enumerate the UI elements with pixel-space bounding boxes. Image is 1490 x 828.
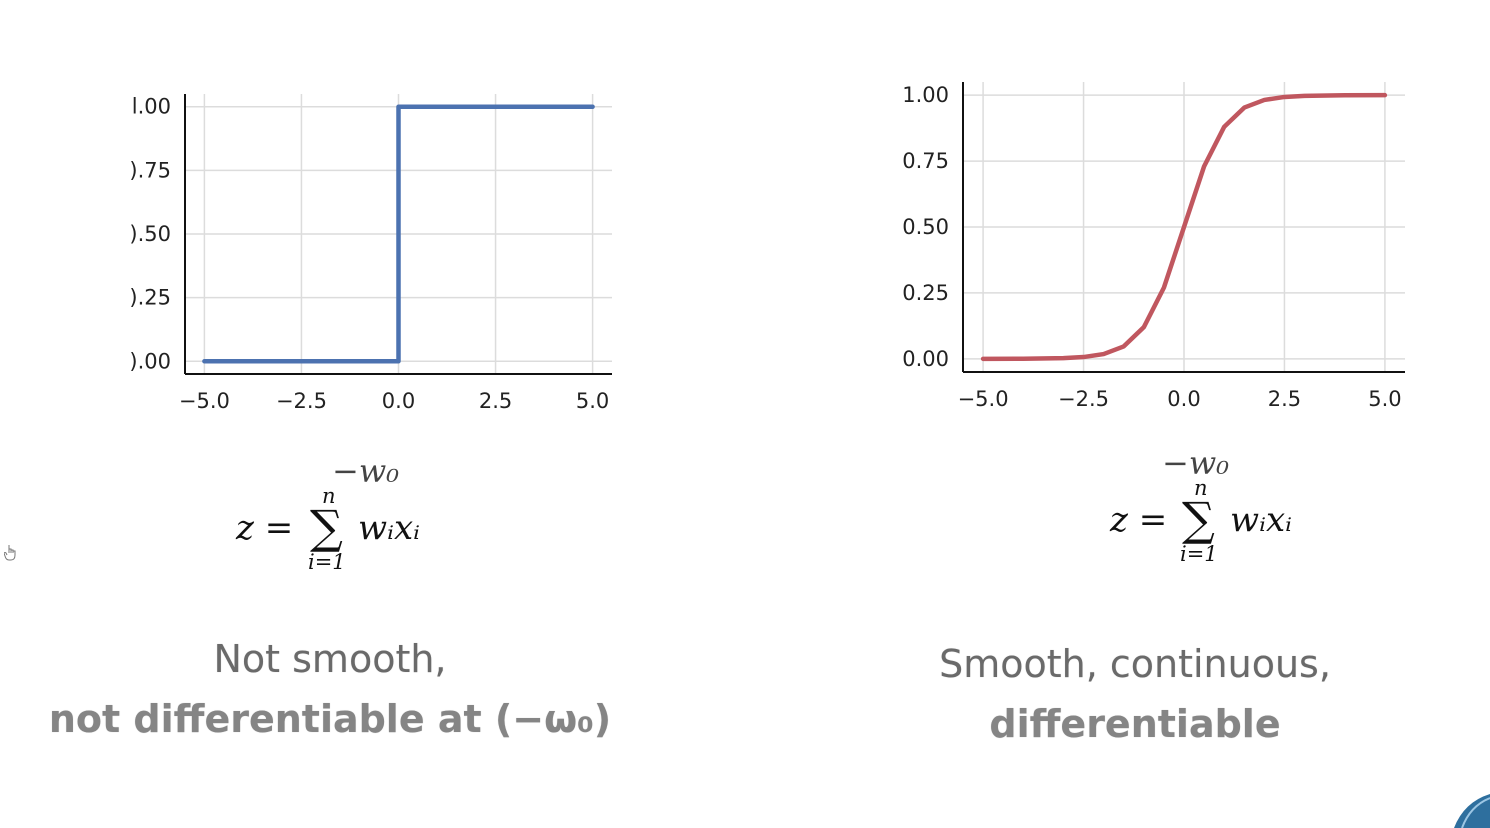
step-caption-line2: not differentiable at (−ω₀) — [48, 697, 612, 741]
weighted-input-term: wᵢxᵢ — [358, 508, 420, 548]
x-tick-label: 2.5 — [1268, 387, 1301, 411]
step-series-line — [202, 104, 595, 364]
x-tick-label: 5.0 — [576, 389, 609, 413]
summation-symbol: ∑ — [1182, 492, 1215, 546]
bias-term: −w₀ — [332, 452, 400, 490]
step-caption: Not smooth, not differentiable at (−ω₀) — [40, 640, 620, 738]
weighted-input-term: wᵢxᵢ — [1230, 500, 1292, 540]
formula-lhs: z = — [236, 508, 294, 548]
y-tick-label: ).25 — [129, 286, 171, 310]
y-tick-label: ).75 — [129, 158, 171, 182]
sum-lower-limit: i=1 — [1180, 542, 1218, 566]
x-tick-label: −5.0 — [958, 387, 1009, 411]
sigmoid-caption: Smooth, continuous, differentiable — [860, 645, 1410, 743]
weighted-sum-formula-right: −w₀ z = n ∑ i=1 wᵢxᵢ — [1104, 440, 1324, 575]
x-tick-label: −5.0 — [179, 389, 230, 413]
weighted-sum-formula-left: −w₀ z = n ∑ i=1 wᵢxᵢ — [230, 448, 450, 583]
sigmoid-chart: −5.0 −2.5 0.0 2.5 5.0 0.00 0.25 0.50 0.75 1.00 — [902, 82, 1405, 411]
summation-symbol: ∑ — [310, 500, 343, 554]
sum-lower-limit: i=1 — [308, 550, 346, 574]
x-tick-label: 2.5 — [479, 389, 512, 413]
x-tick-label: 5.0 — [1368, 387, 1401, 411]
sum-upper-limit: n — [322, 484, 336, 508]
hand-cursor-icon — [4, 545, 16, 561]
y-tick-label: 0.25 — [902, 281, 949, 305]
sigmoid-caption-line1: Smooth, continuous, — [939, 642, 1331, 686]
y-tick-label: 0.75 — [902, 149, 949, 173]
bias-term: −w₀ — [1162, 444, 1230, 482]
x-tick-label: −2.5 — [1058, 387, 1109, 411]
x-tick-label: −2.5 — [276, 389, 327, 413]
formula-lhs: z = — [1110, 500, 1168, 540]
sigmoid-series-line — [980, 92, 1388, 362]
y-tick-label: ).50 — [129, 222, 171, 246]
y-tick-label: 0.00 — [902, 347, 949, 371]
step-caption-line1: Not smooth, — [213, 637, 447, 681]
y-tick-label: 1.00 — [902, 83, 949, 107]
sigmoid-caption-line2: differentiable — [989, 702, 1281, 746]
step-function-chart: −5.0 −2.5 0.0 2.5 5.0 ).00 ).25 ).50 ).75 l.00 — [129, 94, 612, 413]
y-tick-label: 0.50 — [902, 215, 949, 239]
sum-upper-limit: n — [1194, 476, 1208, 500]
x-tick-label: 0.0 — [1167, 387, 1200, 411]
corner-decoration-shape — [1454, 794, 1490, 828]
y-tick-label: ).00 — [129, 349, 171, 373]
x-tick-label: 0.0 — [382, 389, 415, 413]
y-tick-label: l.00 — [132, 95, 171, 119]
